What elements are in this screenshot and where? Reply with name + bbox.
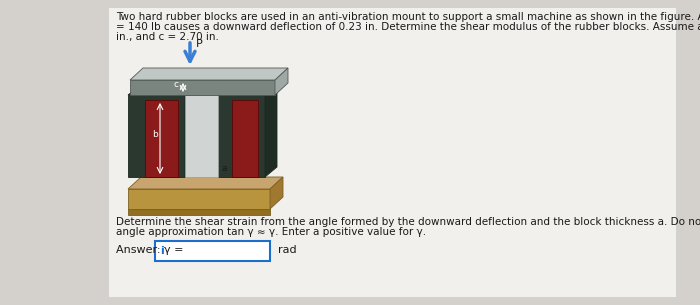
Text: Two hard rubber blocks are used in an anti-vibration mount to support a small ma: Two hard rubber blocks are used in an an…: [116, 12, 700, 22]
Text: in., and c = 2.70 in.: in., and c = 2.70 in.: [116, 32, 219, 42]
Polygon shape: [185, 85, 197, 177]
Text: rad: rad: [278, 245, 297, 255]
Polygon shape: [128, 177, 283, 189]
Polygon shape: [218, 95, 265, 177]
Polygon shape: [128, 85, 197, 95]
Text: i: i: [160, 246, 164, 256]
Polygon shape: [130, 80, 275, 95]
Text: angle approximation tan γ ≈ γ. Enter a positive value for γ.: angle approximation tan γ ≈ γ. Enter a p…: [116, 227, 426, 237]
Polygon shape: [185, 95, 218, 177]
Polygon shape: [128, 95, 185, 177]
Polygon shape: [218, 85, 277, 95]
Text: c: c: [173, 80, 178, 89]
FancyBboxPatch shape: [108, 7, 676, 297]
Text: b: b: [152, 130, 158, 139]
FancyBboxPatch shape: [155, 241, 270, 261]
Polygon shape: [270, 177, 283, 209]
Text: a: a: [222, 164, 228, 173]
Polygon shape: [130, 68, 288, 80]
Polygon shape: [128, 209, 270, 215]
Polygon shape: [128, 189, 270, 209]
Text: P: P: [196, 39, 203, 49]
Polygon shape: [265, 85, 277, 177]
Text: Determine the shear strain from the angle formed by the downward deflection and : Determine the shear strain from the angl…: [116, 217, 700, 227]
Polygon shape: [275, 68, 288, 95]
Polygon shape: [232, 100, 258, 177]
Text: Answer: γ =: Answer: γ =: [116, 245, 183, 255]
Polygon shape: [145, 100, 178, 177]
Text: = 140 lb causes a downward deflection of 0.23 in. Determine the shear modulus of: = 140 lb causes a downward deflection of…: [116, 22, 700, 32]
